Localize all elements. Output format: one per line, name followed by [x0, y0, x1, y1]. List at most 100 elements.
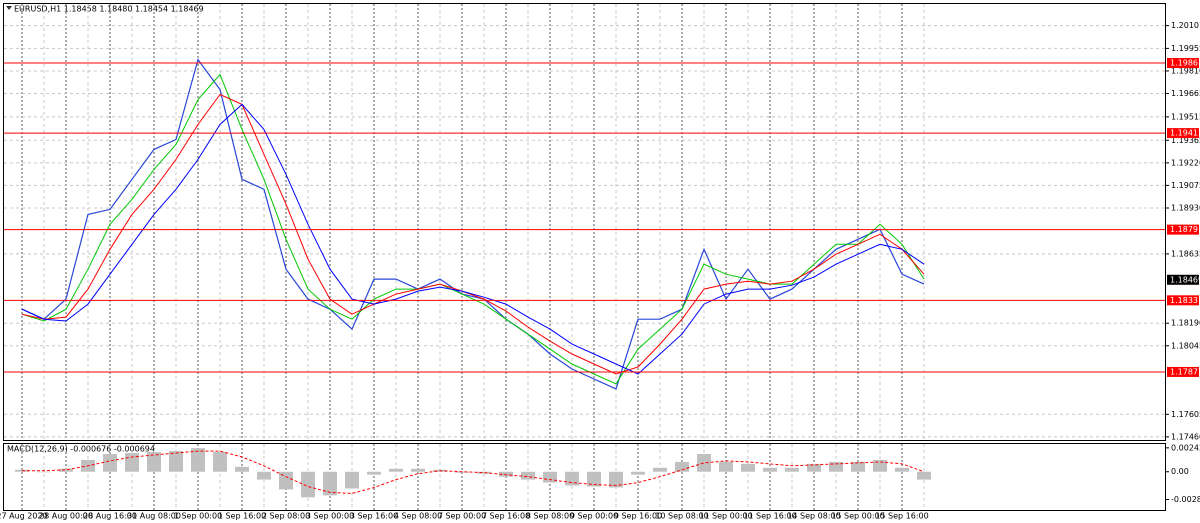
histogram-bar — [37, 471, 51, 473]
histogram-bar — [829, 461, 843, 472]
histogram-bar — [257, 471, 271, 480]
histogram-bar — [697, 454, 711, 472]
y-tick-label: 1.19075 — [1171, 181, 1200, 190]
x-tick-label: 15 Sep 16:00 — [875, 512, 928, 521]
x-tick-label: 3 Sep 16:00 — [350, 512, 398, 521]
y-tick-label: 1.19515 — [1171, 112, 1200, 121]
histogram-bar — [477, 471, 491, 474]
histogram-bar — [191, 448, 205, 472]
histogram-bar — [521, 471, 535, 480]
histogram-bar — [301, 471, 315, 498]
histogram-bar — [675, 461, 689, 472]
x-tick-label: 28 Aug 16:00 — [83, 512, 137, 521]
histogram-bar — [653, 467, 667, 472]
last-price-tag — [1167, 274, 1199, 285]
x-tick-label: 2 Sep 08:00 — [262, 512, 310, 521]
histogram-bar — [367, 471, 381, 475]
level-label: 1.17877 — [1170, 367, 1200, 376]
y-tick-label: -0.002822 — [1171, 495, 1200, 504]
x-tick-label: 11 Sep 16:00 — [743, 512, 796, 521]
histogram-bar — [785, 467, 799, 472]
level-tag — [1167, 58, 1199, 69]
level-label: 1.19861 — [1170, 59, 1200, 68]
histogram-bar — [609, 471, 623, 488]
histogram-bar — [587, 471, 601, 487]
y-tick-label: 0.002429 — [1171, 443, 1200, 452]
price-panel — [3, 3, 1166, 441]
x-tick-label: 1 Sep 16:00 — [218, 512, 266, 521]
level-tag — [1167, 128, 1199, 139]
histogram-bar — [389, 468, 403, 472]
last-price-label: 1.18469 — [1170, 275, 1200, 284]
x-tick-label: 3 Sep 00:00 — [306, 512, 354, 521]
histogram-bar — [323, 471, 337, 496]
level-tag — [1167, 295, 1199, 306]
histogram-bar — [719, 461, 733, 472]
histogram-bar — [565, 471, 579, 486]
histogram-bar — [543, 471, 557, 483]
x-tick-label: 7 Sep 00:00 — [438, 512, 486, 521]
level-tag — [1167, 224, 1199, 235]
symbol-icon — [6, 6, 12, 10]
x-tick-label: 4 Sep 08:00 — [394, 512, 442, 521]
y-tick-label: 1.19365 — [1171, 136, 1200, 145]
histogram-bar — [213, 452, 227, 472]
histogram-bar — [895, 467, 909, 472]
chart-title: EURUSD,H1 1.18458 1.18480 1.18454 1.1846… — [14, 5, 204, 14]
x-tick-label: 15 Sep 00:00 — [831, 512, 884, 521]
x-tick-label: 7 Sep 16:00 — [482, 512, 530, 521]
histogram-bar — [851, 461, 865, 472]
macd-panel — [3, 443, 1166, 511]
y-tick-label: 1.18930 — [1171, 203, 1200, 212]
histogram-bar — [741, 463, 755, 472]
histogram-bar — [103, 454, 117, 472]
x-tick-label: 14 Sep 08:00 — [787, 512, 840, 521]
price-line — [21, 58, 925, 390]
x-tick-label: 27 Aug 2020 — [0, 512, 48, 521]
histogram-bar — [169, 451, 183, 472]
y-tick-label: 0.00 — [1171, 467, 1189, 476]
histogram-bar — [147, 452, 161, 472]
histogram-bar — [59, 468, 73, 472]
histogram-bar — [873, 459, 887, 472]
level-label: 1.18791 — [1170, 225, 1200, 234]
histogram-bar — [345, 471, 359, 489]
x-tick-label: 8 Sep 08:00 — [526, 512, 574, 521]
x-tick-label: 31 Aug 08:00 — [127, 512, 181, 521]
y-tick-label: 1.19810 — [1171, 66, 1200, 75]
x-tick-label: 9 Sep 16:00 — [614, 512, 662, 521]
signal-line — [22, 450, 925, 494]
x-tick-label: 11 Sep 00:00 — [699, 512, 752, 521]
moving-average — [21, 103, 925, 375]
level-tag — [1167, 366, 1199, 377]
macd-title: MACD(12,26,9) -0.000676 -0.000694 — [7, 445, 155, 454]
moving-average — [21, 93, 925, 375]
x-tick-label: 28 Aug 00:00 — [39, 512, 93, 521]
y-tick-label: 1.19220 — [1171, 158, 1200, 167]
y-tick-label: 1.19665 — [1171, 89, 1200, 98]
histogram-bar — [279, 471, 293, 490]
histogram-bar — [235, 466, 249, 472]
y-tick-label: 1.18635 — [1171, 249, 1200, 258]
y-tick-label: 1.17460 — [1171, 432, 1200, 441]
histogram-bar — [917, 471, 931, 480]
y-tick-label: 1.19955 — [1171, 44, 1200, 53]
histogram-bar — [455, 471, 469, 473]
histogram-bar — [499, 471, 513, 477]
histogram-bar — [631, 471, 645, 475]
y-tick-label: 1.17605 — [1171, 410, 1200, 419]
y-tick-label: 1.18190 — [1171, 319, 1200, 328]
level-label: 1.18337 — [1170, 296, 1200, 305]
histogram-bar — [763, 467, 777, 472]
level-label: 1.19411 — [1170, 129, 1200, 138]
x-tick-label: 1 Sep 00:00 — [174, 512, 222, 521]
y-tick-label: 1.18045 — [1171, 341, 1200, 350]
histogram-bar — [411, 468, 425, 472]
x-tick-label: 10 Sep 08:00 — [655, 512, 708, 521]
histogram-bar — [807, 463, 821, 472]
x-tick-label: 9 Sep 00:00 — [570, 512, 618, 521]
